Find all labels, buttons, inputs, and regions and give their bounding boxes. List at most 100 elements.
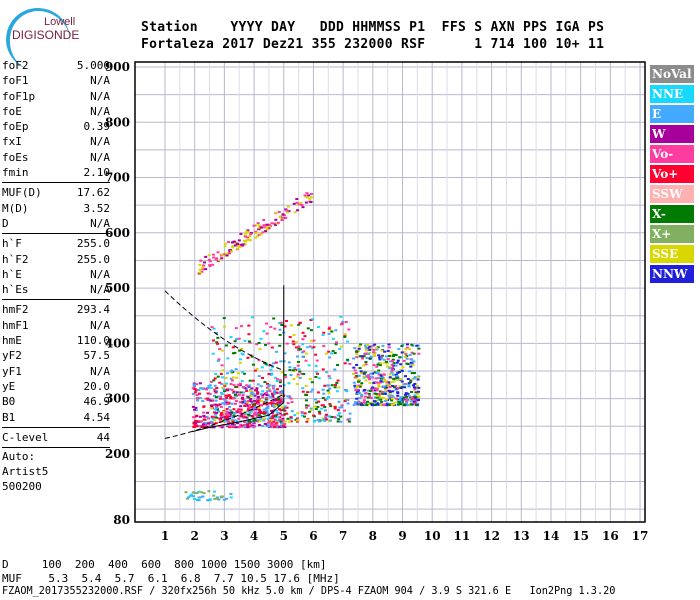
echo-point: [392, 355, 396, 358]
echo-point: [383, 361, 387, 364]
echo-point: [218, 418, 222, 421]
echo-point: [380, 376, 384, 379]
echo-point: [249, 394, 253, 397]
echo-point: [276, 221, 280, 224]
echo-point: [297, 349, 301, 352]
header-values: Fortaleza 2017 Dez21 355 232000 RSF 1 71…: [141, 37, 605, 52]
echo-point: [254, 232, 258, 235]
echo-point: [195, 383, 199, 386]
echo-point: [380, 400, 384, 403]
echo-point: [233, 395, 237, 398]
echo-point: [298, 203, 302, 206]
echo-point: [385, 398, 389, 401]
echo-point: [320, 407, 324, 410]
echo-point: [406, 392, 410, 395]
echo-point: [338, 412, 342, 415]
echo-point: [222, 498, 226, 501]
digisonde-logo: Lowell DIGISONDE: [1, 2, 94, 77]
echo-point: [265, 409, 269, 412]
echo-point: [399, 396, 403, 399]
echo-point: [235, 422, 239, 425]
echo-point: [212, 256, 216, 259]
param-value: N/A: [90, 318, 110, 332]
echo-point: [387, 389, 391, 392]
echo-point: [329, 405, 333, 408]
echo-point: [393, 401, 397, 404]
echo-point: [373, 401, 377, 404]
echo-point: [401, 343, 405, 346]
echo-point: [219, 405, 223, 408]
echo-point: [338, 347, 342, 350]
echo-point: [296, 419, 300, 422]
echo-point: [311, 318, 315, 321]
echo-point: [298, 376, 302, 379]
echo-point: [360, 382, 364, 385]
param-name: h`F2: [2, 252, 29, 266]
echo-point: [210, 404, 214, 407]
echo-point: [229, 336, 233, 339]
echo-point: [237, 349, 241, 352]
param-row: foEp 0.39: [2, 119, 110, 134]
echo-point: [198, 263, 202, 266]
echo-point: [395, 361, 399, 364]
echo-point: [388, 392, 392, 395]
echo-point: [405, 343, 409, 346]
echo-point: [272, 424, 276, 427]
echo-point: [320, 404, 324, 407]
echo-point: [255, 387, 259, 390]
echo-point: [225, 382, 229, 385]
echo-point: [348, 362, 352, 365]
echo-point: [359, 384, 363, 387]
echo-point: [377, 398, 381, 401]
echo-point: [287, 361, 291, 364]
echo-point: [265, 407, 269, 410]
echo-point: [357, 392, 361, 395]
echo-point: [191, 416, 195, 419]
echo-point: [378, 364, 382, 367]
echo-point: [284, 420, 288, 423]
echo-point: [362, 399, 366, 402]
echo-point: [253, 369, 257, 372]
distance-row: D 100 200 400 600 800 1000 1500 3000 [km…: [2, 558, 327, 571]
echo-point: [397, 347, 401, 350]
echo-point: [207, 258, 211, 261]
echo-point: [225, 401, 229, 404]
echo-point: [241, 394, 245, 397]
echo-point: [266, 417, 270, 420]
echo-point: [415, 385, 419, 388]
echo-point: [199, 259, 203, 262]
echo-point: [370, 376, 374, 379]
echo-point: [223, 384, 227, 387]
echo-point: [280, 371, 284, 374]
echo-point: [209, 387, 213, 390]
echo-point: [383, 386, 387, 389]
echo-point: [260, 366, 264, 369]
echo-point: [273, 391, 277, 394]
echo-point: [253, 389, 257, 392]
echo-point: [399, 368, 403, 371]
echo-point: [352, 404, 356, 407]
echo-point: [271, 394, 275, 397]
echo-point: [263, 381, 267, 384]
echo-point: [305, 406, 309, 409]
x-tick-label: 3: [220, 529, 228, 543]
echo-point: [300, 411, 304, 414]
echo-point: [284, 216, 288, 219]
echo-point: [257, 408, 261, 411]
echo-point: [250, 355, 254, 358]
echo-point: [379, 398, 383, 401]
echo-point: [218, 420, 222, 423]
echo-point: [304, 404, 308, 407]
echo-point: [247, 385, 251, 388]
echo-point: [239, 405, 243, 408]
echo-point: [219, 395, 223, 398]
param-value: N/A: [90, 267, 110, 281]
echo-point: [253, 418, 257, 421]
echo-point: [234, 386, 238, 389]
echo-point: [252, 363, 256, 366]
echo-point: [191, 491, 195, 494]
echo-point: [387, 394, 391, 397]
echo-point: [242, 420, 246, 423]
echo-point: [327, 350, 331, 353]
echo-point: [362, 389, 366, 392]
